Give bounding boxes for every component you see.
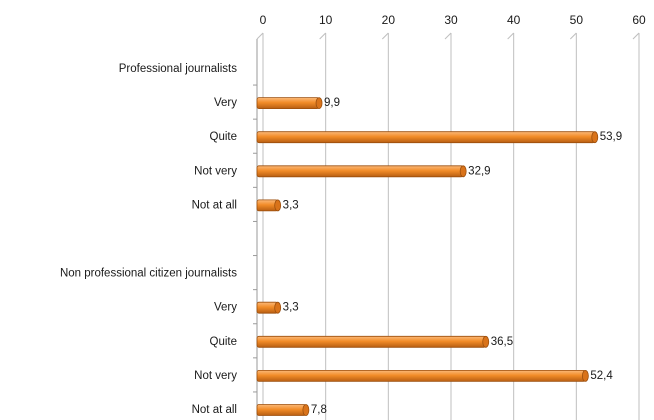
bar-cap [459, 165, 467, 178]
x-tick-label: 20 [382, 13, 396, 27]
category-label: Not very [194, 370, 237, 382]
bar-cap [274, 199, 282, 212]
bar-cap [315, 97, 323, 109]
category-label: Not at all [192, 404, 237, 416]
category-label: Professional journalists [119, 63, 238, 75]
x-tick-label: 10 [319, 13, 333, 27]
bar-cap [581, 369, 589, 382]
data-label: 9,9 [324, 97, 340, 109]
category-label: Quite [210, 336, 238, 348]
gridline-slant-40 [507, 32, 515, 40]
x-tick-label: 50 [570, 13, 584, 27]
data-label: 53,9 [600, 131, 622, 143]
category-labels: Professional journalists Very Quite Not ver… [60, 63, 237, 416]
bar-cap [302, 404, 310, 416]
category-label: Not at all [192, 199, 237, 211]
bar-cap [591, 131, 599, 144]
category-label: Not very [194, 165, 237, 177]
bar [256, 97, 320, 109]
gridline-slant-30 [444, 32, 452, 40]
x-tick-label: 0 [260, 13, 267, 27]
bar-cap [482, 335, 490, 348]
category-label: Very [214, 97, 237, 109]
bar-cap [274, 301, 282, 314]
bar [256, 131, 596, 144]
category-label: Quite [210, 131, 238, 143]
axes [253, 39, 258, 420]
x-tick-label: 40 [507, 13, 521, 27]
gridline-slant-10 [319, 32, 327, 40]
data-label: 3,3 [283, 199, 299, 211]
gridline-slant-20 [381, 32, 389, 40]
bar [256, 369, 586, 382]
data-label: 52,4 [590, 370, 613, 382]
category-label: Non professional citizen journalists [60, 268, 237, 280]
bar [256, 165, 464, 178]
data-label: 3,3 [283, 302, 299, 314]
gridline-slant-0 [256, 32, 264, 40]
data-label: 36,5 [491, 336, 513, 348]
gridline-slant-60 [632, 32, 640, 40]
bar [256, 335, 487, 348]
x-tick-label: 60 [632, 13, 646, 27]
bar [256, 404, 307, 416]
bars [256, 97, 599, 416]
data-label: 32,9 [468, 165, 490, 177]
gridlines [256, 32, 640, 420]
gridline-slant-50 [569, 32, 577, 40]
data-label: 7,8 [311, 404, 327, 416]
x-tick-label: 30 [444, 13, 458, 27]
value-labels: 9,9 53,9 32,9 3,3 3,3 36,5 52,4 7,8 [283, 97, 622, 416]
x-tick-labels: 0 10 20 30 40 50 60 [260, 13, 646, 27]
category-label: Very [214, 302, 237, 314]
